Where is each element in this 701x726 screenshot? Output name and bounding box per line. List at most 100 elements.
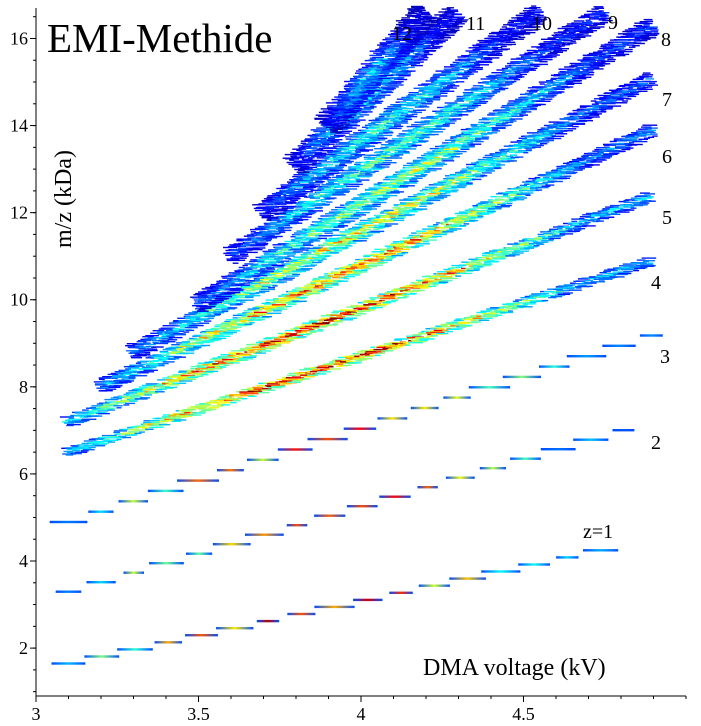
band-streak (208, 364, 220, 367)
band-streak (255, 244, 268, 246)
band-streak (198, 371, 209, 373)
band-streak (331, 209, 345, 211)
band-streak (593, 114, 600, 116)
band-streak (273, 226, 285, 228)
band-streak (274, 198, 283, 200)
band-streak (608, 207, 616, 209)
band-streak (642, 260, 649, 263)
band-streak (339, 234, 347, 236)
band-streak (433, 233, 447, 236)
band-streak (185, 350, 195, 352)
band-streak (315, 199, 323, 202)
band-streak (79, 416, 89, 418)
band-streak (333, 319, 343, 322)
band-streak (266, 309, 280, 312)
band-streak (324, 228, 338, 231)
band-streak (645, 33, 659, 35)
band-streak (348, 362, 362, 364)
band-streak (419, 137, 425, 140)
band-streak (146, 387, 153, 389)
band-streak (428, 227, 438, 229)
band-streak (519, 112, 526, 114)
band-streak (573, 438, 609, 441)
band-streak (281, 379, 297, 382)
band-streak (482, 252, 495, 255)
band-streak (530, 188, 538, 190)
band-streak (218, 364, 227, 366)
band-streak (517, 142, 524, 144)
band-streak (578, 220, 588, 223)
band-streak (343, 313, 355, 316)
band-streak (291, 268, 305, 270)
band-streak (291, 376, 301, 378)
band-streak (171, 420, 181, 422)
band-streak (597, 210, 604, 212)
band-streak (103, 377, 118, 379)
band-streak (406, 211, 418, 213)
band-streak (132, 350, 142, 352)
band-streak (147, 386, 160, 388)
band-streak (549, 51, 563, 53)
band-streak (505, 80, 513, 83)
band-streak (302, 205, 315, 207)
band-streak (578, 30, 593, 33)
band-streak (255, 242, 266, 244)
band-streak (410, 171, 417, 173)
band-streak (497, 308, 506, 311)
band-streak (524, 181, 538, 184)
band-streak (212, 327, 227, 330)
band-streak (593, 16, 607, 18)
band-streak (444, 192, 451, 194)
band-streak (543, 129, 558, 132)
band-streak (433, 116, 440, 118)
band-streak (354, 355, 360, 357)
band-streak (381, 216, 395, 218)
band-streak (498, 83, 513, 85)
band-streak (609, 140, 617, 143)
band-streak (515, 73, 521, 75)
band-streak (338, 268, 354, 271)
band-streak (144, 394, 152, 396)
band-streak (157, 337, 167, 339)
band-streak (354, 271, 368, 273)
band-streak (536, 144, 544, 147)
band-streak (461, 131, 476, 133)
band-streak (333, 223, 341, 225)
band-streak (258, 313, 273, 315)
band-streak (49, 520, 88, 524)
band-streak (270, 305, 281, 307)
band-streak (553, 290, 564, 293)
band-streak (590, 65, 604, 67)
band-streak (495, 76, 507, 78)
band-streak (290, 299, 300, 302)
band-streak (164, 357, 170, 359)
band-streak (431, 275, 443, 278)
band-streak (396, 180, 404, 182)
band-streak (641, 197, 653, 199)
band-streak (345, 268, 356, 270)
band-streak (276, 306, 285, 309)
band-streak (492, 129, 499, 131)
band-streak (532, 86, 547, 88)
band-streak (557, 27, 573, 30)
band-streak (308, 373, 317, 376)
band-streak (531, 132, 545, 134)
band-streak (576, 33, 589, 35)
band-streak (201, 296, 215, 298)
band-streak (592, 150, 600, 152)
band-streak (281, 300, 291, 302)
band-streak (461, 267, 467, 270)
band-streak (352, 198, 367, 201)
band-streak (153, 342, 169, 345)
band-streak (246, 287, 261, 289)
band-streak (474, 210, 490, 212)
band-streak (172, 378, 181, 381)
band-streak (521, 99, 527, 101)
band-streak (509, 199, 525, 201)
band-streak (636, 25, 650, 28)
band-streak (581, 68, 589, 71)
band-streak (510, 118, 523, 120)
band-streak (534, 98, 541, 100)
band-streak (220, 356, 236, 358)
band-streak (247, 395, 257, 397)
